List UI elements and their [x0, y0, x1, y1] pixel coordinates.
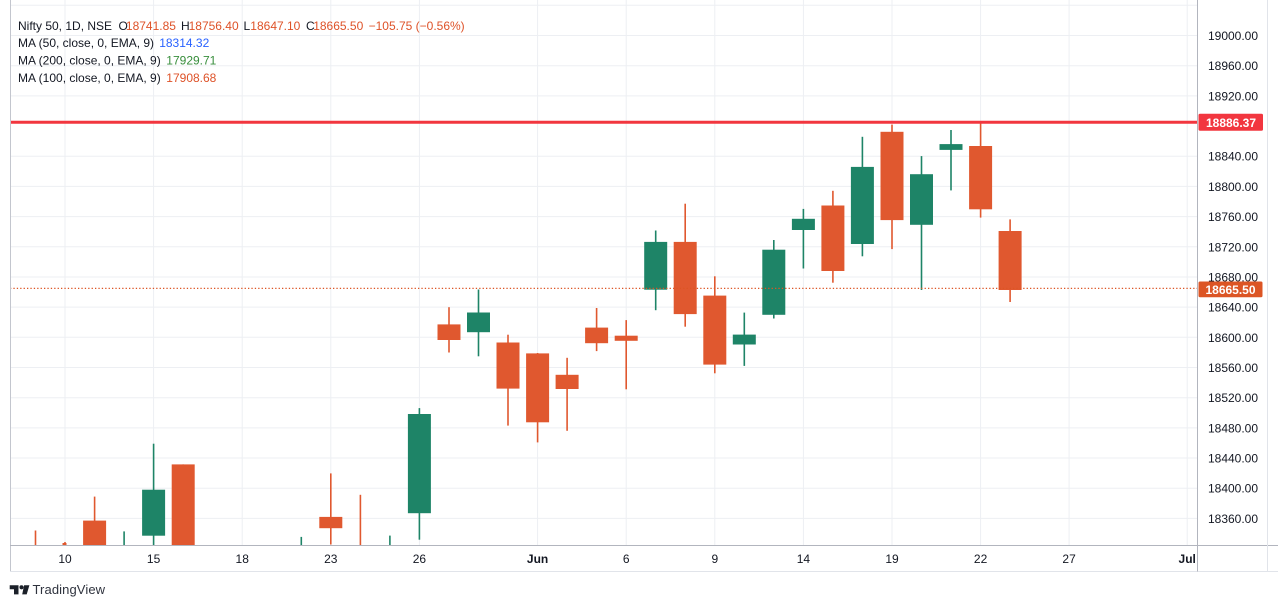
svg-text:18840.00: 18840.00 — [1208, 150, 1258, 164]
svg-text:Jun: Jun — [527, 552, 548, 566]
svg-text:18680.00: 18680.00 — [1208, 271, 1258, 285]
svg-text:18600.00: 18600.00 — [1208, 331, 1258, 345]
svg-text:17908.68: 17908.68 — [166, 71, 216, 85]
svg-text:Nifty 50, 1D, NSE: Nifty 50, 1D, NSE — [18, 19, 112, 33]
svg-text:L: L — [244, 19, 251, 33]
svg-text:18800.00: 18800.00 — [1208, 180, 1258, 194]
svg-text:MA (200, close, 0, EMA, 9): MA (200, close, 0, EMA, 9) — [18, 54, 161, 68]
svg-text:18640.00: 18640.00 — [1208, 301, 1258, 315]
svg-text:22: 22 — [974, 552, 988, 566]
svg-text:MA (50, close, 0, EMA, 9): MA (50, close, 0, EMA, 9) — [18, 36, 154, 50]
svg-text:27: 27 — [1062, 552, 1076, 566]
svg-text:18741.85: 18741.85 — [126, 19, 176, 33]
svg-text:O: O — [119, 19, 128, 33]
svg-text:18960.00: 18960.00 — [1208, 59, 1258, 73]
svg-text:−105.75 (−0.56%): −105.75 (−0.56%) — [369, 19, 465, 33]
svg-text:18760.00: 18760.00 — [1208, 210, 1258, 224]
svg-text:H: H — [181, 19, 190, 33]
svg-text:14: 14 — [797, 552, 811, 566]
svg-text:TradingView: TradingView — [33, 582, 106, 597]
svg-text:6: 6 — [623, 552, 630, 566]
svg-text:26: 26 — [413, 552, 427, 566]
svg-text:18400.00: 18400.00 — [1208, 482, 1258, 496]
svg-text:C: C — [306, 19, 315, 33]
svg-text:18756.40: 18756.40 — [189, 19, 239, 33]
svg-text:18314.32: 18314.32 — [159, 36, 209, 50]
svg-text:23: 23 — [324, 552, 338, 566]
svg-text:MA (100, close, 0, EMA, 9): MA (100, close, 0, EMA, 9) — [18, 71, 161, 85]
svg-text:9: 9 — [711, 552, 718, 566]
svg-text:18720.00: 18720.00 — [1208, 240, 1258, 254]
svg-text:10: 10 — [58, 552, 72, 566]
svg-text:18665.50: 18665.50 — [313, 19, 363, 33]
svg-text:18520.00: 18520.00 — [1208, 391, 1258, 405]
svg-text:18647.10: 18647.10 — [250, 19, 300, 33]
svg-text:18440.00: 18440.00 — [1208, 452, 1258, 466]
svg-text:18665.50: 18665.50 — [1205, 283, 1255, 297]
svg-text:18360.00: 18360.00 — [1208, 512, 1258, 526]
svg-text:18480.00: 18480.00 — [1208, 421, 1258, 435]
svg-text:19: 19 — [885, 552, 899, 566]
svg-text:Jul: Jul — [1179, 552, 1196, 566]
svg-text:17929.71: 17929.71 — [166, 54, 216, 68]
svg-text:19000.00: 19000.00 — [1208, 29, 1258, 43]
svg-text:18886.37: 18886.37 — [1206, 116, 1256, 130]
svg-text:18560.00: 18560.00 — [1208, 361, 1258, 375]
svg-text:18: 18 — [236, 552, 250, 566]
svg-text:15: 15 — [147, 552, 161, 566]
svg-text:18920.00: 18920.00 — [1208, 89, 1258, 103]
